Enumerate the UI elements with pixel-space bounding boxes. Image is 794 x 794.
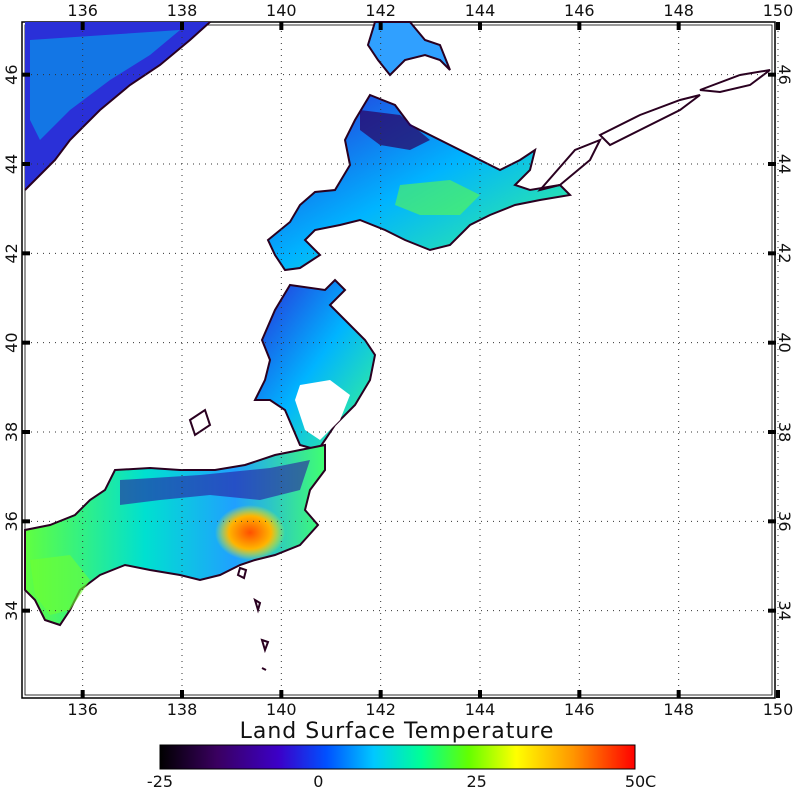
- continent-nw-coast: [24, 21, 211, 191]
- colorbar-ticks: -25 0 25 50: [147, 772, 645, 791]
- lon-label-bottom: 144: [465, 700, 496, 719]
- tohoku-white-gap: [295, 380, 350, 440]
- izu-islets: [236, 566, 270, 671]
- map-title: Land Surface Temperature: [240, 719, 555, 744]
- lon-label-top: 150: [763, 1, 794, 20]
- lat-label-left: 36: [2, 511, 21, 531]
- lat-label-right: 42: [775, 243, 794, 263]
- lon-label-top: 146: [564, 1, 595, 20]
- axis-labels: 136 136 138 138 140 140 142 142 144 144 146 146 148 1…: [2, 1, 794, 719]
- lon-label-bottom: 138: [167, 700, 198, 719]
- lon-label-top: 144: [465, 1, 496, 20]
- lon-label-top: 138: [167, 1, 198, 20]
- lon-label-bottom: 142: [365, 700, 396, 719]
- honshu-cold-band: [120, 460, 310, 505]
- lat-label-right: 36: [775, 511, 794, 531]
- lat-label-left: 38: [2, 422, 21, 442]
- sado-island: [188, 408, 212, 437]
- kanto-hotspot: [215, 505, 285, 560]
- colorbar-unit: C: [645, 772, 656, 791]
- lon-label-top: 148: [663, 1, 694, 20]
- colorbar-tick-label: 0: [313, 772, 323, 791]
- lat-label-left: 40: [2, 332, 21, 352]
- lon-label-bottom: 140: [266, 700, 297, 719]
- lon-label-top: 140: [266, 1, 297, 20]
- lat-label-left: 44: [2, 154, 21, 174]
- colorbar-tick-label: 50: [625, 772, 645, 791]
- lat-label-left: 42: [2, 243, 21, 263]
- lon-label-bottom: 136: [67, 700, 98, 719]
- lat-label-right: 46: [775, 64, 794, 84]
- hokkaido-warm-patch: [395, 180, 480, 215]
- hokkaido-island: [266, 93, 573, 272]
- colorbar-tick-label: -25: [147, 772, 173, 791]
- sakhalin-island: [366, 21, 451, 77]
- kii-warm-patch: [30, 555, 90, 615]
- colorbar-ramp: [159, 744, 636, 770]
- land-layer: [24, 21, 771, 671]
- graticule-grid: [25, 25, 779, 695]
- colorbar-tick-label: 25: [466, 772, 486, 791]
- lat-label-right: 44: [775, 154, 794, 174]
- lon-label-top: 136: [67, 1, 98, 20]
- lon-label-bottom: 146: [564, 700, 595, 719]
- lat-label-right: 34: [775, 600, 794, 620]
- lon-label-bottom: 150: [763, 700, 794, 719]
- continent-nw-texture: [30, 30, 180, 140]
- lat-label-left: 46: [2, 64, 21, 84]
- colorbar: -25 0 25 50 C: [147, 744, 656, 791]
- lat-label-right: 38: [775, 422, 794, 442]
- hokkaido-cold-patch: [360, 110, 430, 150]
- lon-label-top: 142: [365, 1, 396, 20]
- lat-label-left: 34: [2, 600, 21, 620]
- lon-label-bottom: 148: [663, 700, 694, 719]
- kuril-islands: [537, 69, 771, 192]
- lat-label-right: 40: [775, 332, 794, 352]
